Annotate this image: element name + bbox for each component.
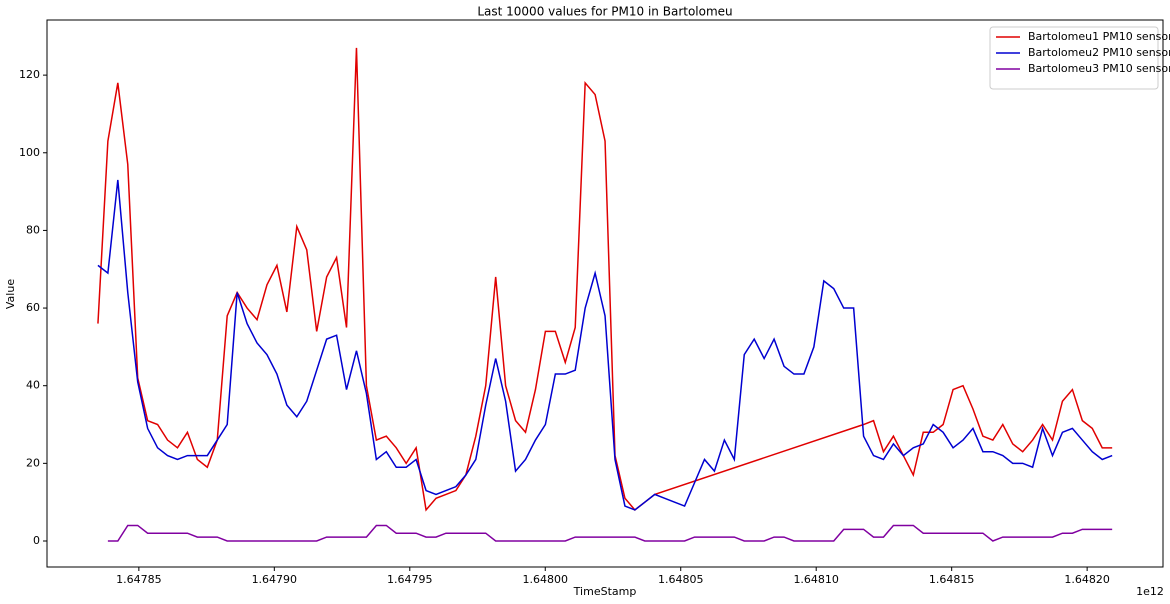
- x-tick-label: 1.64790: [252, 573, 298, 586]
- y-tick-label: 40: [26, 379, 40, 392]
- x-tick-label: 1.64805: [658, 573, 704, 586]
- series-line: [97, 47, 1113, 512]
- x-tick-label: 1.64785: [116, 573, 162, 586]
- y-tick-label: 100: [19, 146, 40, 159]
- x-offset-label: 1e12: [1136, 585, 1164, 598]
- plot-frame: [46, 19, 1164, 568]
- series-line: [107, 524, 1113, 542]
- y-tick-label: 80: [26, 223, 40, 236]
- legend-box: [989, 26, 1159, 90]
- y-tick-label: 0: [33, 534, 40, 547]
- x-tick-label: 1.64800: [523, 573, 569, 586]
- legend-label: Bartolomeu3 PM10 sensor: [1028, 62, 1170, 75]
- series-line: [97, 179, 1113, 511]
- x-tick-label: 1.64810: [793, 573, 839, 586]
- x-tick-label: 1.64820: [1064, 573, 1110, 586]
- legend-label: Bartolomeu2 PM10 sensor: [1028, 46, 1170, 59]
- legend-label: Bartolomeu1 PM10 sensor: [1028, 30, 1170, 43]
- x-axis-label: TimeStamp: [573, 585, 637, 598]
- chart-title: Last 10000 values for PM10 in Bartolomeu: [477, 5, 732, 19]
- y-axis-label: Value: [4, 279, 17, 309]
- y-tick-label: 120: [19, 68, 40, 81]
- y-tick-label: 60: [26, 301, 40, 314]
- x-tick-label: 1.64795: [387, 573, 433, 586]
- x-tick-label: 1.64815: [929, 573, 975, 586]
- y-tick-label: 20: [26, 456, 40, 469]
